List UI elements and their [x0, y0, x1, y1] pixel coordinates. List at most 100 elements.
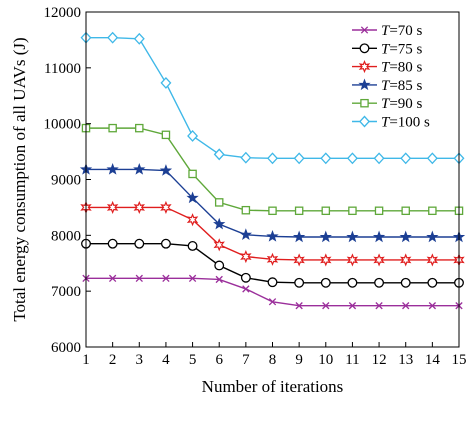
data-point	[320, 277, 331, 288]
legend-entry: T=70 s	[352, 23, 423, 39]
data-point	[106, 162, 119, 175]
x-tick-label: 3	[136, 352, 144, 368]
data-point	[346, 152, 358, 165]
series-4	[79, 162, 466, 243]
data-point	[293, 152, 305, 165]
legend-label: T=80 s	[381, 60, 423, 76]
data-point	[266, 252, 279, 266]
legend-label: T=90 s	[381, 96, 423, 112]
data-point	[161, 130, 171, 140]
data-point	[400, 277, 411, 288]
data-point	[268, 298, 277, 306]
x-tick-label: 14	[425, 352, 441, 368]
data-point	[321, 206, 331, 216]
x-tick-label: 11	[345, 352, 359, 368]
tick-layer: 1 2 3 4 5 6 7 8 9 10 11 12 13 14 156000700080009000100…	[44, 5, 467, 368]
data-point	[240, 151, 252, 164]
data-point	[188, 274, 197, 282]
x-tick-label: 6	[215, 352, 223, 368]
data-point	[293, 253, 305, 267]
series-6	[80, 31, 465, 165]
x-tick-label: 7	[242, 352, 250, 368]
data-point	[426, 253, 439, 267]
legend-entry: T=100 s	[352, 115, 430, 131]
x-tick-label: 4	[162, 352, 170, 368]
data-point	[160, 76, 172, 89]
data-point	[401, 206, 410, 216]
data-point	[347, 277, 358, 288]
data-point	[187, 240, 198, 251]
data-point	[186, 213, 199, 227]
data-point	[292, 230, 306, 243]
legend-label-value: =85 s	[389, 78, 422, 94]
data-point	[372, 230, 386, 243]
data-point	[320, 152, 332, 165]
data-point	[241, 205, 251, 215]
data-point	[108, 274, 117, 282]
legend-label-symbol: T	[381, 23, 391, 39]
y-tick-label: 6000	[51, 340, 81, 356]
data-point	[214, 198, 224, 207]
data-point	[267, 152, 278, 165]
data-point	[107, 31, 119, 44]
legend-label: T=70 s	[381, 23, 423, 39]
data-point	[295, 302, 303, 310]
data-point	[428, 206, 437, 216]
data-point	[239, 228, 253, 240]
y-tick-label: 11000	[44, 61, 81, 77]
data-point	[294, 206, 304, 216]
data-point	[268, 206, 277, 216]
data-point	[402, 302, 410, 310]
legend-entry: T=90 s	[352, 96, 423, 112]
x-tick-label: 8	[269, 352, 277, 368]
data-point	[427, 277, 438, 288]
legend-entry: T=80 s	[352, 60, 423, 76]
legend-label-symbol: T	[381, 78, 391, 94]
data-point	[214, 260, 225, 271]
legend-label-symbol: T	[381, 60, 391, 76]
legend-label-symbol: T	[381, 96, 391, 112]
legend-label: T=85 s	[381, 78, 423, 94]
x-tick-label: 15	[452, 352, 467, 368]
y-tick-label: 12000	[44, 5, 82, 21]
legend-label-value: =100 s	[389, 115, 430, 131]
data-point	[374, 206, 384, 216]
data-point	[375, 302, 383, 310]
y-tick-label: 10000	[44, 117, 82, 133]
data-point	[266, 229, 279, 242]
data-point	[188, 169, 197, 179]
data-point	[399, 230, 412, 243]
legend-marker	[359, 43, 370, 54]
x-axis-title: Number of iterations	[202, 377, 344, 396]
data-point	[162, 274, 170, 282]
data-point	[428, 302, 437, 310]
legend-label-value: =80 s	[389, 60, 422, 76]
x-tick-label: 13	[398, 352, 413, 368]
data-point	[133, 200, 145, 214]
data-point	[400, 253, 412, 267]
data-point	[133, 32, 145, 45]
data-point	[320, 253, 332, 267]
legend-marker	[360, 98, 369, 108]
legend-label-value: =75 s	[389, 41, 422, 57]
data-point	[134, 238, 145, 249]
data-point	[319, 230, 332, 243]
y-tick-label: 9000	[51, 173, 81, 189]
data-point	[215, 275, 223, 284]
y-axis-title: Total energy consumption of all UAVs (J)	[10, 37, 29, 321]
data-point	[240, 249, 252, 264]
series-3	[80, 200, 465, 267]
data-point	[267, 277, 278, 288]
x-tick-label: 10	[318, 352, 333, 368]
data-point	[108, 123, 117, 133]
data-point	[426, 230, 439, 243]
y-tick-label: 8000	[51, 228, 81, 244]
legend-label: T=75 s	[381, 41, 423, 57]
data-point	[374, 277, 385, 288]
x-tick-label: 1	[82, 352, 90, 368]
legend-marker	[360, 26, 369, 34]
data-point	[135, 123, 144, 133]
legend-entry: T=85 s	[352, 78, 423, 94]
x-tick-label: 2	[109, 352, 117, 368]
